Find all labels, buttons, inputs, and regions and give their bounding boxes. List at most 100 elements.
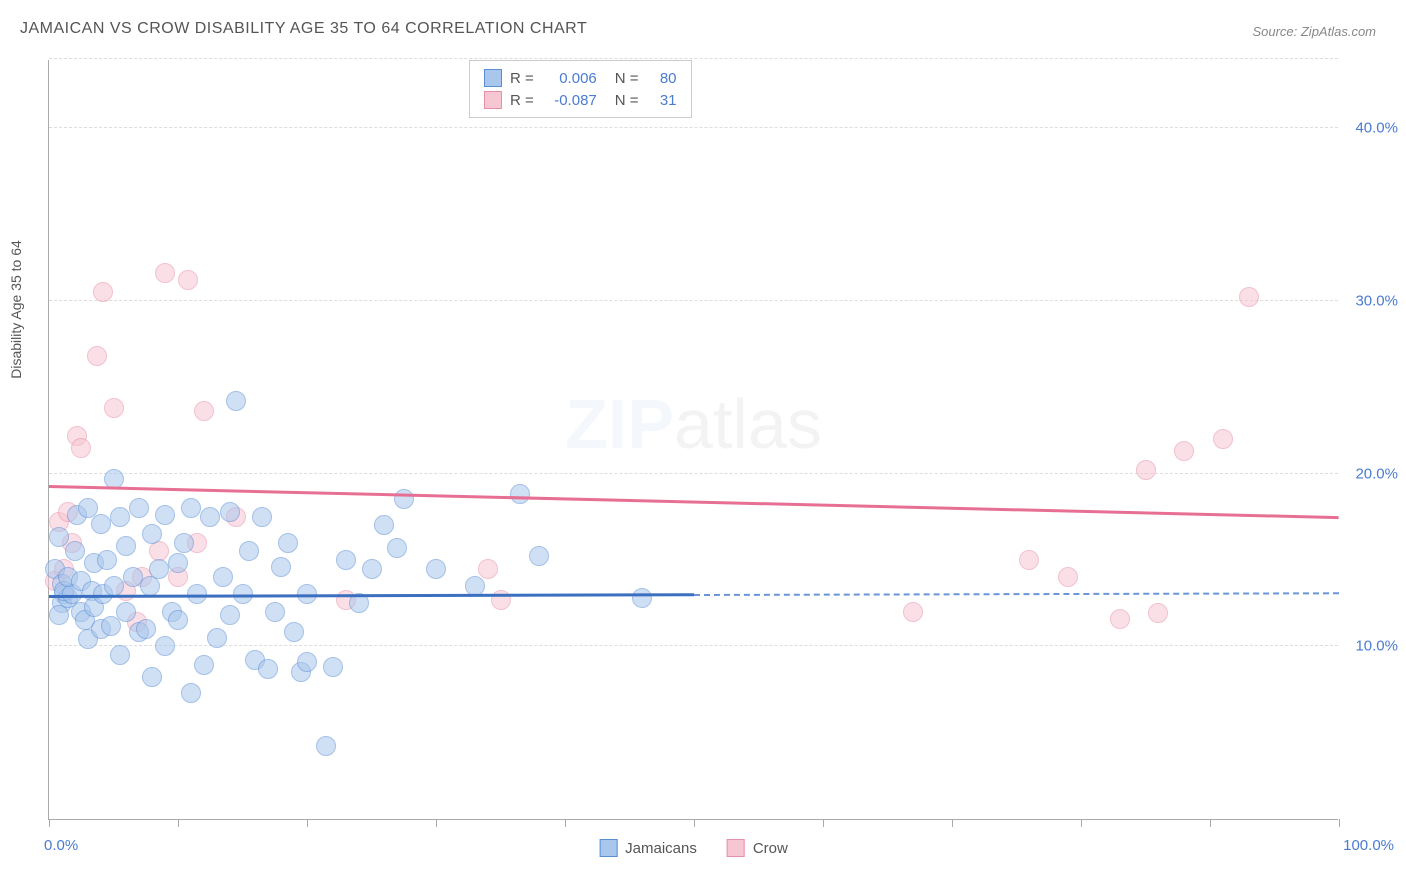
scatter-point-crow [903,602,923,622]
r-value-jamaicans: 0.006 [542,70,597,87]
scatter-point-jamaicans [374,515,394,535]
scatter-point-crow [194,401,214,421]
scatter-point-crow [1174,441,1194,461]
scatter-point-jamaicans [104,576,124,596]
scatter-point-jamaicans [155,636,175,656]
scatter-point-jamaicans [181,683,201,703]
legend-item-crow: Crow [727,839,788,857]
scatter-point-jamaicans [220,502,240,522]
plot-area: ZIPatlas R = 0.006 N = 80 R = -0.087 N =… [48,60,1338,820]
scatter-point-jamaicans [362,559,382,579]
y-tick-label: 30.0% [1355,292,1398,309]
scatter-point-crow [178,270,198,290]
grid-line [49,58,1338,59]
scatter-point-jamaicans [278,533,298,553]
scatter-point-jamaicans [213,567,233,587]
scatter-point-jamaicans [65,541,85,561]
scatter-point-jamaicans [149,559,169,579]
scatter-point-crow [1148,603,1168,623]
r-value-crow: -0.087 [542,92,597,109]
scatter-point-jamaicans [116,602,136,622]
r-label: R = [510,92,534,109]
scatter-point-jamaicans [136,619,156,639]
scatter-point-jamaicans [110,507,130,527]
scatter-point-jamaicans [387,538,407,558]
x-tick-label: 0.0% [44,837,78,854]
scatter-point-crow [155,263,175,283]
scatter-point-crow [71,438,91,458]
watermark-atlas: atlas [674,385,822,463]
scatter-point-jamaicans [258,659,278,679]
n-value-jamaicans: 80 [647,70,677,87]
scatter-point-jamaicans [632,588,652,608]
x-tick [823,819,824,827]
scatter-point-jamaicans [168,553,188,573]
scatter-point-jamaicans [168,610,188,630]
scatter-point-crow [93,282,113,302]
scatter-point-jamaicans [181,498,201,518]
scatter-point-crow [1136,460,1156,480]
scatter-point-jamaicans [49,605,69,625]
scatter-point-crow [87,346,107,366]
x-tick [307,819,308,827]
n-value-crow: 31 [647,92,677,109]
scatter-point-jamaicans [101,616,121,636]
x-tick-label: 100.0% [1343,837,1394,854]
swatch-jamaicans [484,69,502,87]
scatter-point-jamaicans [140,576,160,596]
swatch-crow [484,91,502,109]
y-axis-label: Disability Age 35 to 64 [8,240,24,379]
n-label: N = [615,70,639,87]
x-tick [1210,819,1211,827]
swatch-jamaicans [599,839,617,857]
scatter-point-jamaicans [116,536,136,556]
scatter-point-jamaicans [91,514,111,534]
watermark-zip: ZIP [565,385,674,463]
scatter-point-jamaicans [200,507,220,527]
scatter-point-crow [491,590,511,610]
scatter-point-jamaicans [265,602,285,622]
x-tick [1339,819,1340,827]
scatter-point-crow [1110,609,1130,629]
r-label: R = [510,70,534,87]
scatter-point-jamaicans [271,557,291,577]
grid-line [49,127,1338,128]
swatch-crow [727,839,745,857]
watermark: ZIPatlas [565,384,822,464]
stats-row-crow: R = -0.087 N = 31 [484,89,677,111]
scatter-point-crow [1213,429,1233,449]
scatter-point-jamaicans [297,652,317,672]
scatter-point-jamaicans [336,550,356,570]
scatter-point-crow [1239,287,1259,307]
legend-label-crow: Crow [753,840,788,857]
legend-item-jamaicans: Jamaicans [599,839,697,857]
y-tick-label: 40.0% [1355,120,1398,137]
chart-title: JAMAICAN VS CROW DISABILITY AGE 35 TO 64… [20,20,587,38]
scatter-point-jamaicans [97,550,117,570]
scatter-point-jamaicans [226,391,246,411]
x-tick [1081,819,1082,827]
n-label: N = [615,92,639,109]
chart-container: JAMAICAN VS CROW DISABILITY AGE 35 TO 64… [0,0,1406,892]
scatter-point-crow [104,398,124,418]
scatter-point-jamaicans [155,505,175,525]
scatter-point-jamaicans [220,605,240,625]
scatter-point-crow [1058,567,1078,587]
stats-row-jamaicans: R = 0.006 N = 80 [484,67,677,89]
scatter-point-crow [478,559,498,579]
x-tick [49,819,50,827]
legend-label-jamaicans: Jamaicans [625,840,697,857]
scatter-point-jamaicans [142,667,162,687]
scatter-point-jamaicans [316,736,336,756]
scatter-point-jamaicans [252,507,272,527]
y-tick-label: 20.0% [1355,465,1398,482]
y-tick-label: 10.0% [1355,638,1398,655]
scatter-point-crow [1019,550,1039,570]
x-tick [178,819,179,827]
scatter-point-jamaicans [194,655,214,675]
scatter-point-jamaicans [323,657,343,677]
scatter-point-jamaicans [284,622,304,642]
scatter-point-jamaicans [110,645,130,665]
grid-line [49,645,1338,646]
scatter-point-jamaicans [207,628,227,648]
